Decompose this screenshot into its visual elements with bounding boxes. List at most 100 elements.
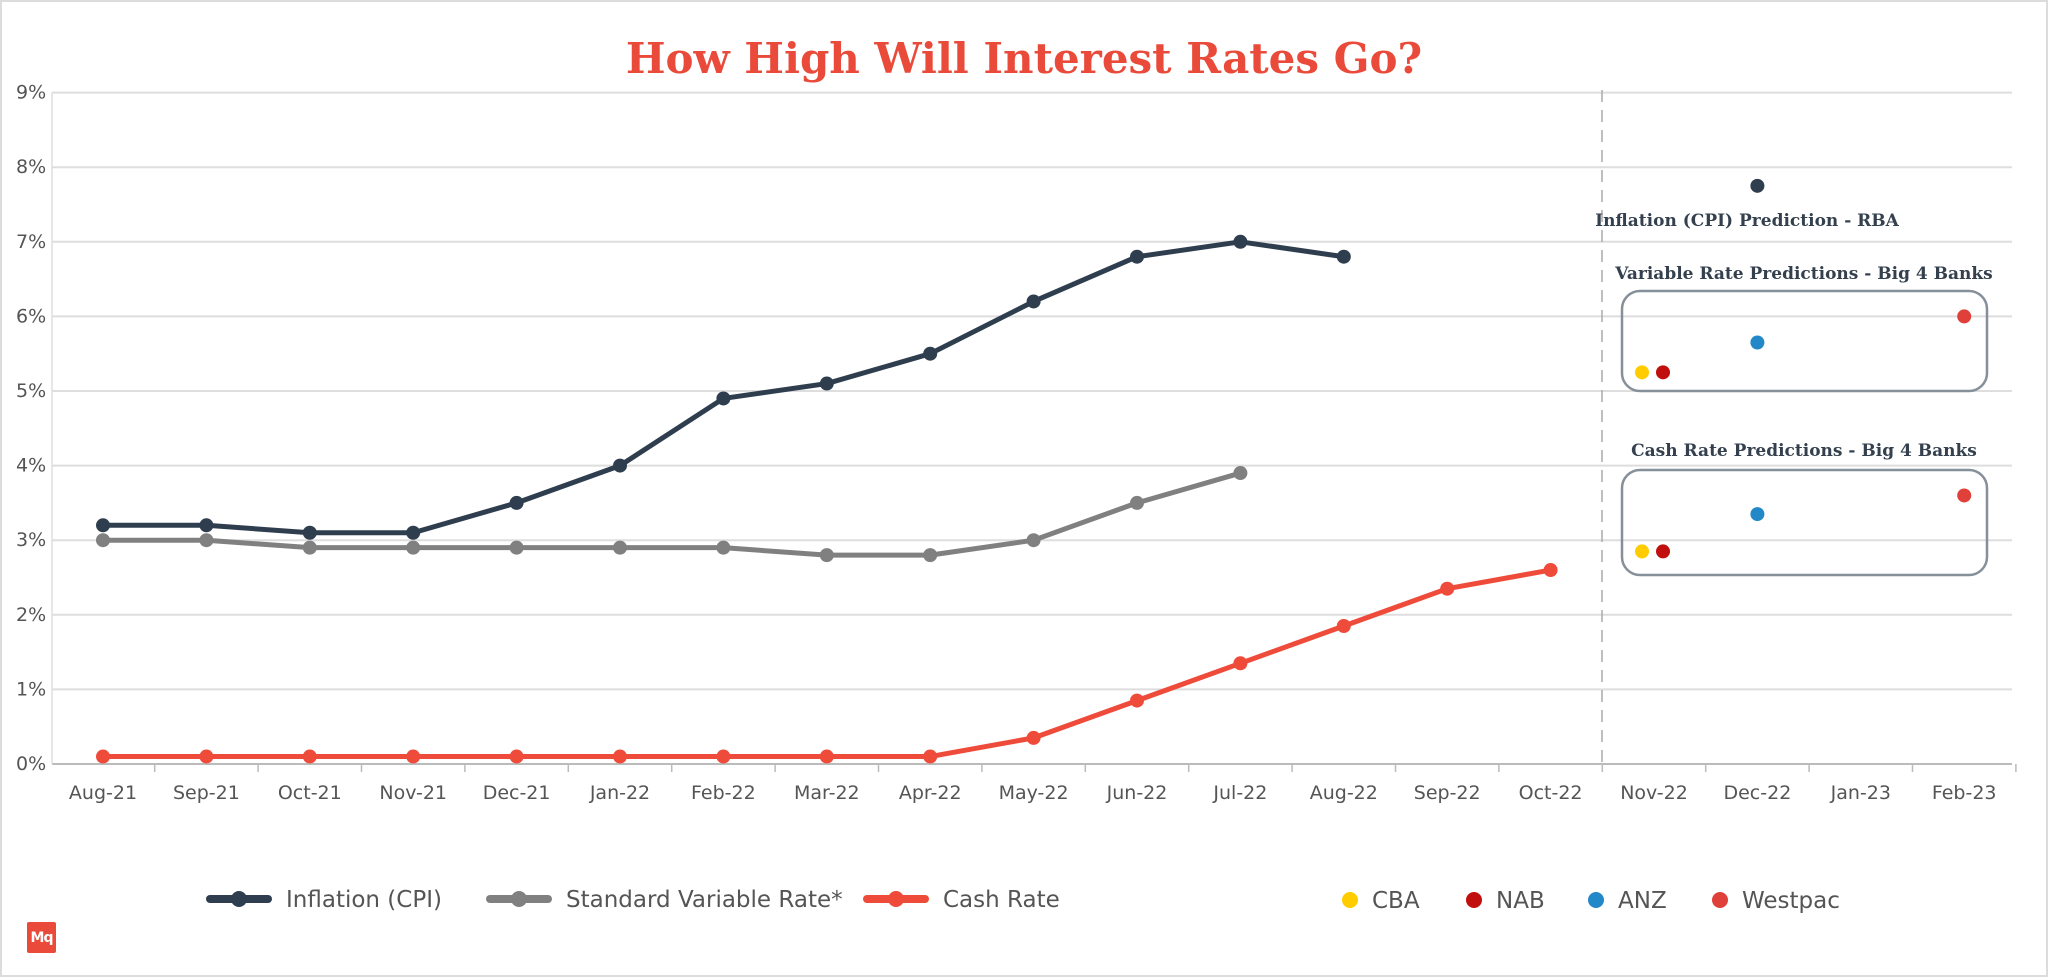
variable-prediction-anz	[1750, 335, 1765, 350]
x-tick-label: Sep-21	[173, 782, 240, 804]
data-point	[1233, 234, 1248, 249]
x-tick-label: Dec-21	[483, 782, 551, 804]
data-point	[1026, 294, 1041, 309]
data-point	[96, 749, 110, 764]
y-tick-label: 6%	[16, 305, 46, 327]
data-point	[406, 749, 421, 764]
data-point	[923, 548, 938, 563]
y-tick-label: 2%	[16, 604, 46, 626]
legend-bank-label: NAB	[1496, 888, 1545, 914]
data-point	[96, 533, 110, 548]
chart-title: How High Will Interest Rates Go?	[626, 34, 1422, 83]
variable-prediction-title: Variable Rate Predictions - Big 4 Banks	[1614, 264, 1992, 284]
legend-bank-marker	[1466, 892, 1482, 908]
cash-prediction-anz	[1750, 507, 1765, 522]
cash-prediction-westpac	[1957, 488, 1972, 503]
series-line	[103, 470, 1242, 558]
data-point	[199, 749, 214, 764]
cash-prediction-box	[1620, 468, 1989, 577]
variable-prediction-nab	[1656, 365, 1670, 380]
series-line	[103, 567, 1552, 760]
legend-marker	[511, 891, 527, 907]
x-tick-label: Feb-23	[1932, 782, 1997, 804]
y-tick-label: 8%	[16, 156, 46, 178]
data-point	[96, 518, 110, 533]
y-tick-label: 5%	[16, 380, 46, 402]
y-tick-label: 7%	[16, 231, 46, 253]
data-point	[613, 749, 627, 764]
data-point	[716, 391, 731, 406]
legend-bank-marker	[1342, 892, 1358, 908]
x-tick-label: Aug-22	[1310, 782, 1378, 804]
x-tick-label: Jul-22	[1212, 782, 1267, 804]
legend-bank-label: ANZ	[1618, 888, 1667, 914]
data-point	[406, 525, 421, 540]
x-tick-label: Oct-22	[1519, 782, 1583, 804]
legend-bank-label: Westpac	[1742, 888, 1840, 914]
x-tick-label: Nov-21	[379, 782, 447, 804]
data-point	[1233, 466, 1248, 481]
data-point	[406, 540, 421, 555]
data-point	[302, 749, 317, 764]
variable-prediction-cba	[1635, 365, 1649, 380]
data-point	[819, 548, 834, 563]
x-tick-label: Jun-22	[1106, 782, 1168, 804]
data-point	[1026, 533, 1041, 548]
data-point	[509, 495, 524, 510]
x-tick-label: Dec-22	[1723, 782, 1791, 804]
data-point	[923, 749, 938, 764]
data-point	[1130, 249, 1144, 264]
y-tick-label: 4%	[16, 455, 46, 477]
data-point	[923, 346, 938, 361]
series-line	[103, 239, 1345, 536]
data-point	[819, 749, 834, 764]
x-tick-label: Nov-22	[1620, 782, 1688, 804]
variable-prediction-box	[1620, 289, 1989, 393]
data-point	[509, 749, 524, 764]
x-tick-label: Aug-21	[69, 782, 137, 804]
data-point	[1130, 693, 1144, 708]
y-tick-label: 0%	[16, 753, 46, 775]
data-point	[613, 458, 627, 473]
legend-marker	[231, 891, 247, 907]
legend-bank-marker	[1712, 892, 1728, 908]
y-tick-label: 3%	[16, 529, 46, 551]
data-point	[613, 540, 627, 555]
data-point	[1026, 730, 1041, 745]
legend-label: Standard Variable Rate*	[566, 887, 843, 913]
data-point	[716, 749, 731, 764]
y-tick-label: 1%	[16, 678, 46, 700]
data-point	[199, 518, 214, 533]
data-point	[199, 533, 214, 548]
legend-marker	[888, 891, 904, 907]
data-point	[1543, 563, 1558, 578]
data-point	[509, 540, 524, 555]
cash-prediction-nab	[1656, 544, 1670, 559]
x-tick-label: Sep-22	[1414, 782, 1481, 804]
x-tick-label: Feb-22	[691, 782, 756, 804]
legend-label: Inflation (CPI)	[286, 887, 442, 913]
mq-logo: Mq	[27, 922, 56, 953]
x-tick-label: Jan-22	[589, 782, 650, 804]
data-point	[302, 525, 317, 540]
legend-bank-label: CBA	[1372, 888, 1420, 914]
cpi-prediction-label: Inflation (CPI) Prediction - RBA	[1595, 211, 1900, 231]
data-point	[1233, 656, 1248, 671]
data-point	[1440, 581, 1455, 596]
data-point	[1130, 495, 1144, 510]
data-point	[1336, 249, 1351, 264]
cpi-prediction-point	[1750, 178, 1765, 193]
data-point	[302, 540, 317, 555]
y-tick-label: 9%	[16, 82, 46, 104]
data-point	[1336, 618, 1351, 633]
data-point	[716, 540, 731, 555]
data-point	[819, 376, 834, 391]
x-tick-label: Mar-22	[794, 782, 860, 804]
x-tick-label: Jan-23	[1830, 782, 1891, 804]
variable-prediction-westpac	[1957, 309, 1972, 324]
legend-label: Cash Rate	[943, 887, 1060, 913]
x-tick-label: Oct-21	[278, 782, 342, 804]
x-tick-label: Apr-22	[899, 782, 962, 804]
